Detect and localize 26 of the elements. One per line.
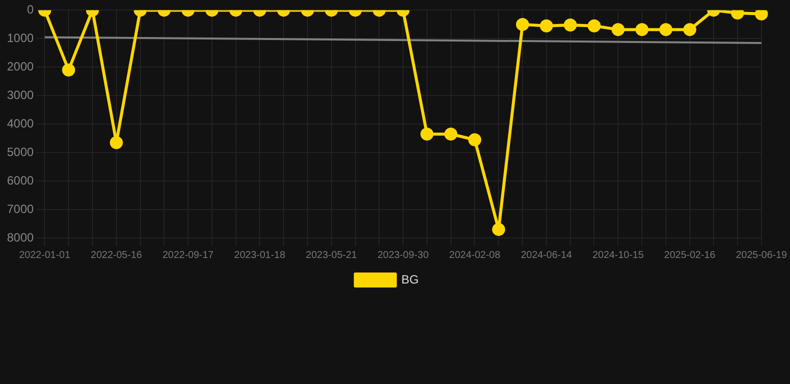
x-tick-label: 2025-06-19 [736,250,788,261]
y-tick-label: 7000 [6,202,34,216]
x-tick-label: 2024-06-14 [520,250,572,261]
x-tick-label: 2023-01-18 [234,250,286,261]
legend-label: BG [401,272,419,286]
y-tick-label: 2000 [6,59,34,74]
point [420,128,434,141]
x-tick-label: 2022-05-16 [90,250,142,261]
point [110,136,123,150]
y-tick-label: 8000 [6,230,34,244]
x-tick-label: 2023-09-30 [377,250,430,261]
y-tick-label: 3000 [6,88,34,102]
point [731,10,744,20]
x-tick-label: 2024-10-15 [592,250,644,261]
y-tick-label: 1000 [6,30,34,45]
x-tick-label: 2025-02-16 [664,250,716,261]
x-tick-label: 2022-01-01 [19,250,71,261]
x-tick-label: 2024-02-08 [449,250,501,261]
x-tick-label: 2022-09-17 [162,250,214,261]
y-tick-label: 0 [27,2,34,17]
point [468,133,482,146]
y-tick-label: 4000 [6,116,34,130]
y-tick-label: 6000 [6,173,34,188]
y-tick-label: 5000 [6,144,34,159]
x-tick-label: 2023-05-21 [306,250,358,261]
point [444,128,458,141]
